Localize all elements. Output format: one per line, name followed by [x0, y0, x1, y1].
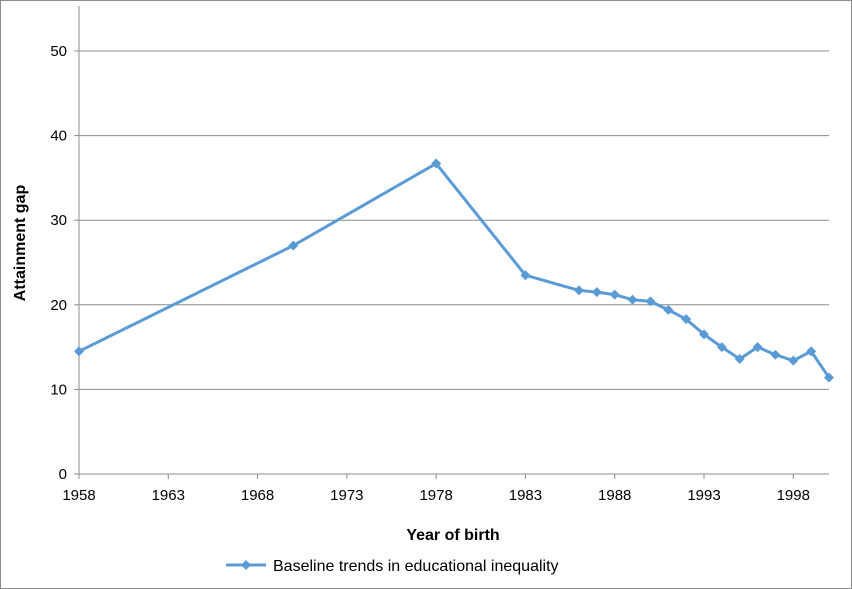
gridlines	[79, 50, 829, 390]
data-point	[716, 342, 727, 353]
data-point	[699, 329, 709, 340]
y-tick-label: 10	[50, 381, 67, 398]
y-tick-label: 0	[59, 466, 67, 483]
x-tick-label: 1993	[687, 487, 720, 504]
data-point	[591, 287, 602, 298]
series-group	[74, 158, 834, 383]
x-tick-label: 1978	[419, 487, 452, 504]
legend-marker-swatch	[241, 560, 251, 570]
axes	[74, 6, 829, 479]
legend-label: Baseline trends in educational inequalit…	[273, 558, 559, 575]
x-tick-label: 1983	[509, 487, 542, 504]
x-tick-label: 1963	[152, 487, 185, 504]
y-tick-label: 50	[50, 43, 67, 60]
data-point	[806, 346, 817, 357]
data-point	[627, 294, 638, 305]
data-point	[734, 353, 745, 364]
data-point	[431, 158, 442, 169]
x-tick-label: 1968	[241, 487, 274, 504]
x-tick-label: 1998	[777, 487, 810, 504]
data-point	[520, 270, 531, 281]
x-tick-label: 1988	[598, 487, 631, 504]
x-axis-title: Year of birth	[406, 527, 499, 544]
data-point	[645, 296, 656, 307]
y-tick-label: 20	[50, 297, 67, 314]
y-tick-label: 30	[50, 212, 67, 229]
data-point	[681, 314, 692, 325]
data-point	[574, 285, 584, 296]
y-tick-labels: 0 10 20 30 40 50	[50, 43, 67, 483]
x-tick-label: 1973	[330, 487, 363, 504]
data-point	[788, 355, 799, 366]
data-point	[663, 304, 674, 315]
series-line	[78, 162, 831, 379]
data-point	[752, 342, 763, 353]
data-point	[74, 346, 84, 357]
data-point	[824, 372, 834, 383]
data-point	[609, 289, 620, 300]
legend: Baseline trends in educational inequalit…	[226, 558, 559, 575]
x-tick-labels: 1958 1963 1968 1973 1978 1983 1988 1993 1998	[62, 487, 810, 504]
x-tick-label: 1958	[62, 487, 95, 504]
y-tick-label: 40	[50, 128, 67, 145]
y-axis-title: Attainment gap	[12, 185, 29, 302]
data-point	[288, 240, 299, 251]
data-point	[770, 349, 781, 360]
